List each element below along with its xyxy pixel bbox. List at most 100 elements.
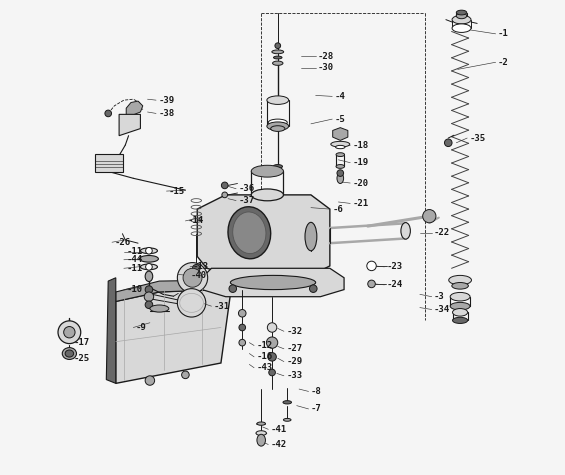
Text: -24: -24 <box>386 280 403 289</box>
Ellipse shape <box>336 164 345 168</box>
Circle shape <box>266 337 278 348</box>
Text: -8: -8 <box>311 387 321 396</box>
Circle shape <box>222 192 228 198</box>
Text: -32: -32 <box>286 327 302 336</box>
Circle shape <box>145 301 153 309</box>
Ellipse shape <box>257 422 266 425</box>
Bar <box>95 154 123 172</box>
Text: -11: -11 <box>126 247 142 256</box>
Ellipse shape <box>233 212 266 254</box>
Ellipse shape <box>271 126 285 132</box>
Circle shape <box>144 292 154 302</box>
Polygon shape <box>197 195 330 278</box>
Text: -44: -44 <box>126 255 142 264</box>
Text: -39: -39 <box>158 95 175 104</box>
Text: -33: -33 <box>286 371 302 380</box>
Ellipse shape <box>256 431 266 436</box>
Ellipse shape <box>65 350 73 357</box>
Text: -29: -29 <box>286 357 302 366</box>
Text: -23: -23 <box>386 262 403 271</box>
Text: -28: -28 <box>318 52 334 61</box>
Text: -25: -25 <box>74 354 90 363</box>
Circle shape <box>269 369 275 376</box>
Polygon shape <box>116 290 231 383</box>
Text: -3: -3 <box>434 292 445 301</box>
Ellipse shape <box>449 276 471 285</box>
Ellipse shape <box>141 248 158 254</box>
Text: -42: -42 <box>271 440 287 449</box>
Circle shape <box>177 263 208 293</box>
Text: -10: -10 <box>126 285 142 294</box>
Polygon shape <box>126 101 143 117</box>
Text: -26: -26 <box>114 238 131 247</box>
Circle shape <box>229 285 237 293</box>
Circle shape <box>58 321 81 343</box>
Ellipse shape <box>450 303 470 310</box>
Text: -21: -21 <box>353 199 369 208</box>
Ellipse shape <box>267 96 289 104</box>
Text: -36: -36 <box>238 184 255 193</box>
Text: -13: -13 <box>193 262 208 271</box>
Ellipse shape <box>231 276 316 290</box>
Ellipse shape <box>145 271 153 282</box>
Ellipse shape <box>452 15 471 24</box>
Circle shape <box>275 43 281 48</box>
Ellipse shape <box>284 418 291 421</box>
Circle shape <box>239 324 246 331</box>
Text: -22: -22 <box>434 228 450 238</box>
Circle shape <box>145 376 155 385</box>
Text: -12: -12 <box>257 341 272 350</box>
Ellipse shape <box>228 207 271 259</box>
Ellipse shape <box>336 153 345 157</box>
Circle shape <box>193 265 200 272</box>
Circle shape <box>367 261 376 271</box>
Circle shape <box>368 280 375 288</box>
Text: -38: -38 <box>158 109 175 118</box>
Text: -41: -41 <box>271 425 287 434</box>
Circle shape <box>177 289 206 317</box>
Text: -18: -18 <box>353 141 369 150</box>
Text: -27: -27 <box>286 344 302 353</box>
Ellipse shape <box>452 283 468 289</box>
Circle shape <box>445 139 452 147</box>
Text: -7: -7 <box>311 404 321 413</box>
Circle shape <box>181 371 189 379</box>
Ellipse shape <box>257 434 266 446</box>
Polygon shape <box>106 278 116 383</box>
Ellipse shape <box>401 223 410 239</box>
Ellipse shape <box>283 400 292 404</box>
Ellipse shape <box>251 189 284 201</box>
Text: -15: -15 <box>169 187 185 196</box>
Polygon shape <box>202 268 344 297</box>
Text: -31: -31 <box>214 302 230 311</box>
Ellipse shape <box>272 50 284 54</box>
Ellipse shape <box>457 10 467 15</box>
Text: -43: -43 <box>257 363 272 372</box>
Polygon shape <box>119 114 141 136</box>
Text: -35: -35 <box>470 133 486 142</box>
Polygon shape <box>333 128 348 141</box>
Circle shape <box>146 247 152 254</box>
Ellipse shape <box>140 256 158 262</box>
Circle shape <box>64 326 75 338</box>
Circle shape <box>183 268 202 287</box>
Text: -37: -37 <box>238 196 255 205</box>
Text: -6: -6 <box>332 205 343 214</box>
Text: -17: -17 <box>74 338 90 347</box>
Text: -5: -5 <box>334 114 345 124</box>
Text: -4: -4 <box>334 92 345 101</box>
Ellipse shape <box>453 309 468 316</box>
Text: -1: -1 <box>498 29 508 38</box>
Ellipse shape <box>457 13 467 19</box>
Circle shape <box>146 264 152 270</box>
Ellipse shape <box>62 348 76 360</box>
Ellipse shape <box>331 142 350 147</box>
Ellipse shape <box>267 122 289 131</box>
Text: -19: -19 <box>353 158 369 167</box>
Ellipse shape <box>272 61 283 66</box>
Circle shape <box>337 170 344 176</box>
Ellipse shape <box>141 264 158 270</box>
Ellipse shape <box>273 56 282 59</box>
Circle shape <box>239 339 246 346</box>
Ellipse shape <box>150 305 169 312</box>
